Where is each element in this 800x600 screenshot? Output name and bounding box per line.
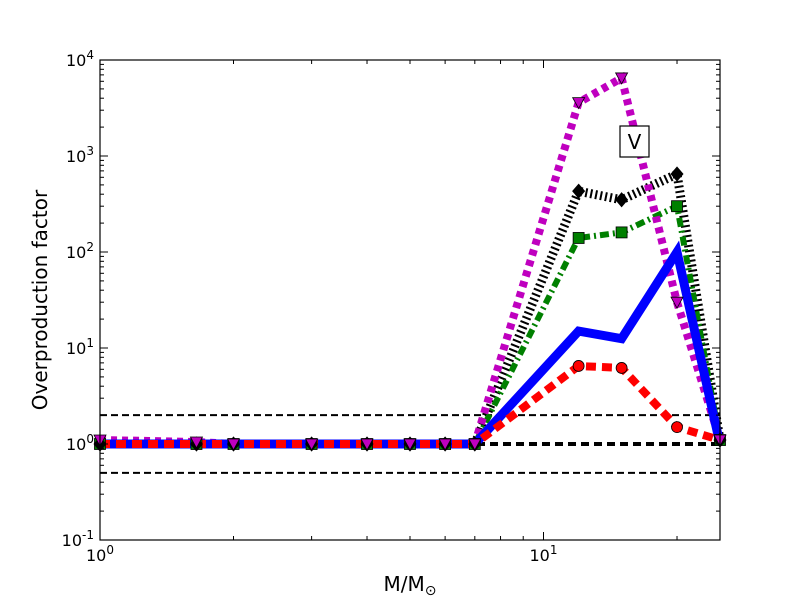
series-line <box>100 167 725 449</box>
data-point <box>438 438 452 451</box>
reference-lines <box>100 414 720 474</box>
data-point <box>670 166 684 182</box>
data-point <box>615 362 628 374</box>
y-axis-label: Overproduction factor <box>28 189 52 410</box>
data-point <box>226 438 241 451</box>
series-line <box>100 361 722 448</box>
data-point <box>304 438 319 451</box>
y-tick-label: 103 <box>66 144 94 166</box>
data-point <box>615 192 629 208</box>
x-tick-label: 101 <box>530 543 558 565</box>
data-point <box>670 296 684 310</box>
data-point <box>360 438 374 451</box>
data-point <box>572 232 585 244</box>
data-point <box>468 438 482 451</box>
data-point <box>671 421 683 433</box>
data-point <box>572 183 586 199</box>
data-point <box>189 436 204 449</box>
data-point <box>615 226 628 239</box>
annotation-label: V <box>628 130 642 154</box>
y-tick-label: 104 <box>66 48 94 70</box>
x-axis-label-sub: ⊙ <box>425 583 437 599</box>
data-point <box>572 360 585 372</box>
annotation-frame <box>619 125 650 158</box>
y-tick-label: 102 <box>66 240 94 262</box>
y-tick-label: 101 <box>66 336 94 358</box>
x-tick-label: 100 <box>86 543 114 565</box>
series-markers <box>93 72 727 452</box>
series-line <box>99 71 724 448</box>
data-point <box>403 438 417 451</box>
data-point <box>671 200 683 213</box>
data-point <box>571 97 586 110</box>
y-tick-label: 10-1 <box>62 528 94 550</box>
axes <box>99 59 721 541</box>
data-point <box>614 72 629 85</box>
annotation-box: V <box>619 125 650 158</box>
y-tick-label: 100 <box>66 432 94 454</box>
x-axis-label: M/M⊙ <box>384 572 437 599</box>
